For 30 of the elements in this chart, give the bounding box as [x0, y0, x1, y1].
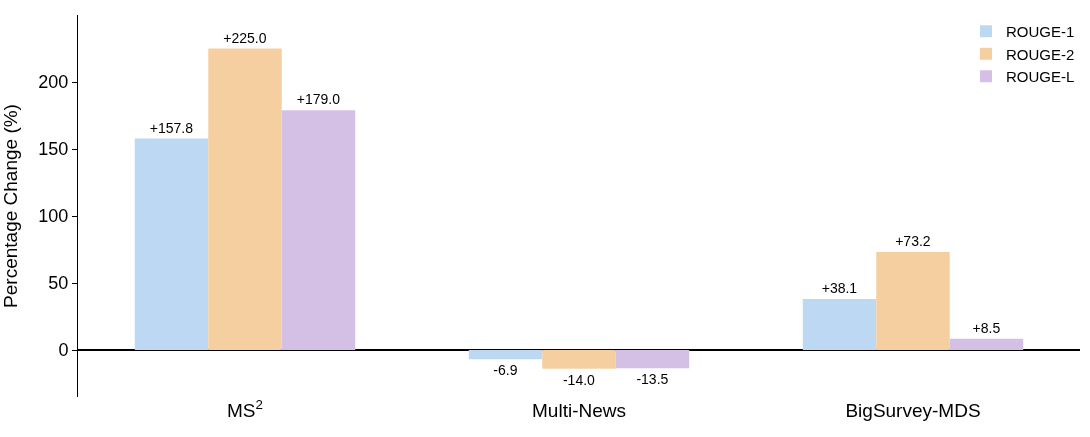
- data-label: +38.1: [821, 280, 858, 297]
- bar: [876, 251, 950, 351]
- data-label: +73.2: [895, 232, 931, 249]
- y-tick-label: 200: [38, 72, 69, 93]
- bar: [802, 299, 877, 351]
- bar: [542, 350, 616, 369]
- data-label: -13.5: [636, 371, 669, 388]
- data-label: -6.9: [493, 362, 518, 379]
- y-tick-label: 100: [38, 206, 69, 227]
- bar: [949, 338, 1024, 351]
- y-axis-title: Percentage Change (%): [0, 104, 22, 308]
- legend-label: ROUGE-1: [1006, 23, 1075, 41]
- x-tick-label: Multi-News: [532, 400, 626, 421]
- x-tick-label: BigSurvey-MDS: [845, 400, 981, 421]
- x-tick-label: MS$^{2}$: [227, 397, 263, 421]
- data-label: +157.8: [149, 119, 194, 136]
- legend-label: ROUGE-L: [1006, 68, 1075, 86]
- data-label: +8.5: [972, 319, 1001, 336]
- bar: [208, 48, 282, 351]
- data-label: +225.0: [223, 29, 267, 46]
- bar: [468, 350, 543, 360]
- data-label: +179.0: [296, 91, 341, 108]
- bar: [615, 350, 690, 369]
- legend-label: ROUGE-2: [1006, 45, 1075, 63]
- bar: [134, 138, 209, 351]
- y-tick-label: 0: [58, 340, 69, 361]
- y-tick-label: 150: [38, 139, 69, 160]
- data-label: -14.0: [562, 371, 596, 388]
- bar: [281, 110, 356, 351]
- y-tick-label: 50: [48, 273, 69, 294]
